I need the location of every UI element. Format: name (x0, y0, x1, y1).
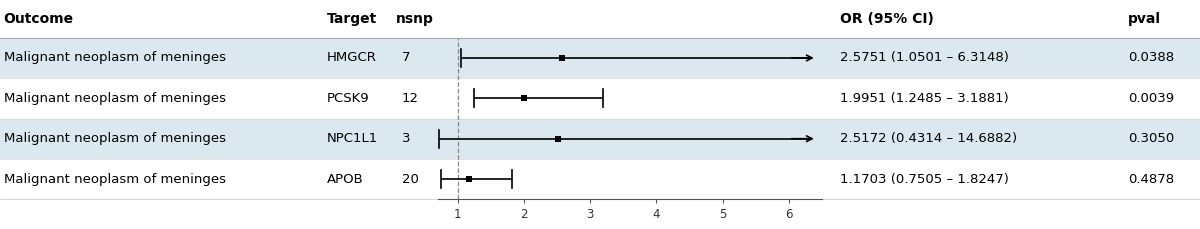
Text: 0.0388: 0.0388 (1128, 52, 1174, 65)
Text: NPC1L1: NPC1L1 (326, 132, 378, 145)
Text: 0.0039: 0.0039 (1128, 92, 1174, 105)
Text: 3: 3 (402, 132, 410, 145)
Text: HMGCR: HMGCR (326, 52, 377, 65)
Text: PCSK9: PCSK9 (326, 92, 370, 105)
Text: Malignant neoplasm of meninges: Malignant neoplasm of meninges (4, 92, 226, 105)
Text: 1.1703 (0.7505 – 1.8247): 1.1703 (0.7505 – 1.8247) (840, 172, 1009, 185)
Text: 2.5172 (0.4314 – 14.6882): 2.5172 (0.4314 – 14.6882) (840, 132, 1018, 145)
Text: 0.4878: 0.4878 (1128, 172, 1174, 185)
Text: Target: Target (326, 12, 377, 26)
Text: Outcome: Outcome (4, 12, 73, 26)
Text: OR (95% CI): OR (95% CI) (840, 12, 934, 26)
Text: 0.3050: 0.3050 (1128, 132, 1175, 145)
Text: pval: pval (1128, 12, 1162, 26)
Bar (0, 78, 1200, 119)
Text: 20: 20 (402, 172, 419, 185)
Text: APOB: APOB (326, 172, 364, 185)
Text: 12: 12 (402, 92, 419, 105)
Text: nsnp: nsnp (396, 12, 434, 26)
Bar (0, 159, 1200, 199)
Text: Malignant neoplasm of meninges: Malignant neoplasm of meninges (4, 172, 226, 185)
Text: Malignant neoplasm of meninges: Malignant neoplasm of meninges (4, 132, 226, 145)
Bar (0, 119, 1200, 159)
Text: 7: 7 (402, 52, 410, 65)
Text: Malignant neoplasm of meninges: Malignant neoplasm of meninges (4, 52, 226, 65)
Bar (0, 38, 1200, 78)
Text: 1.9951 (1.2485 – 3.1881): 1.9951 (1.2485 – 3.1881) (840, 92, 1009, 105)
Text: 2.5751 (1.0501 – 6.3148): 2.5751 (1.0501 – 6.3148) (840, 52, 1009, 65)
